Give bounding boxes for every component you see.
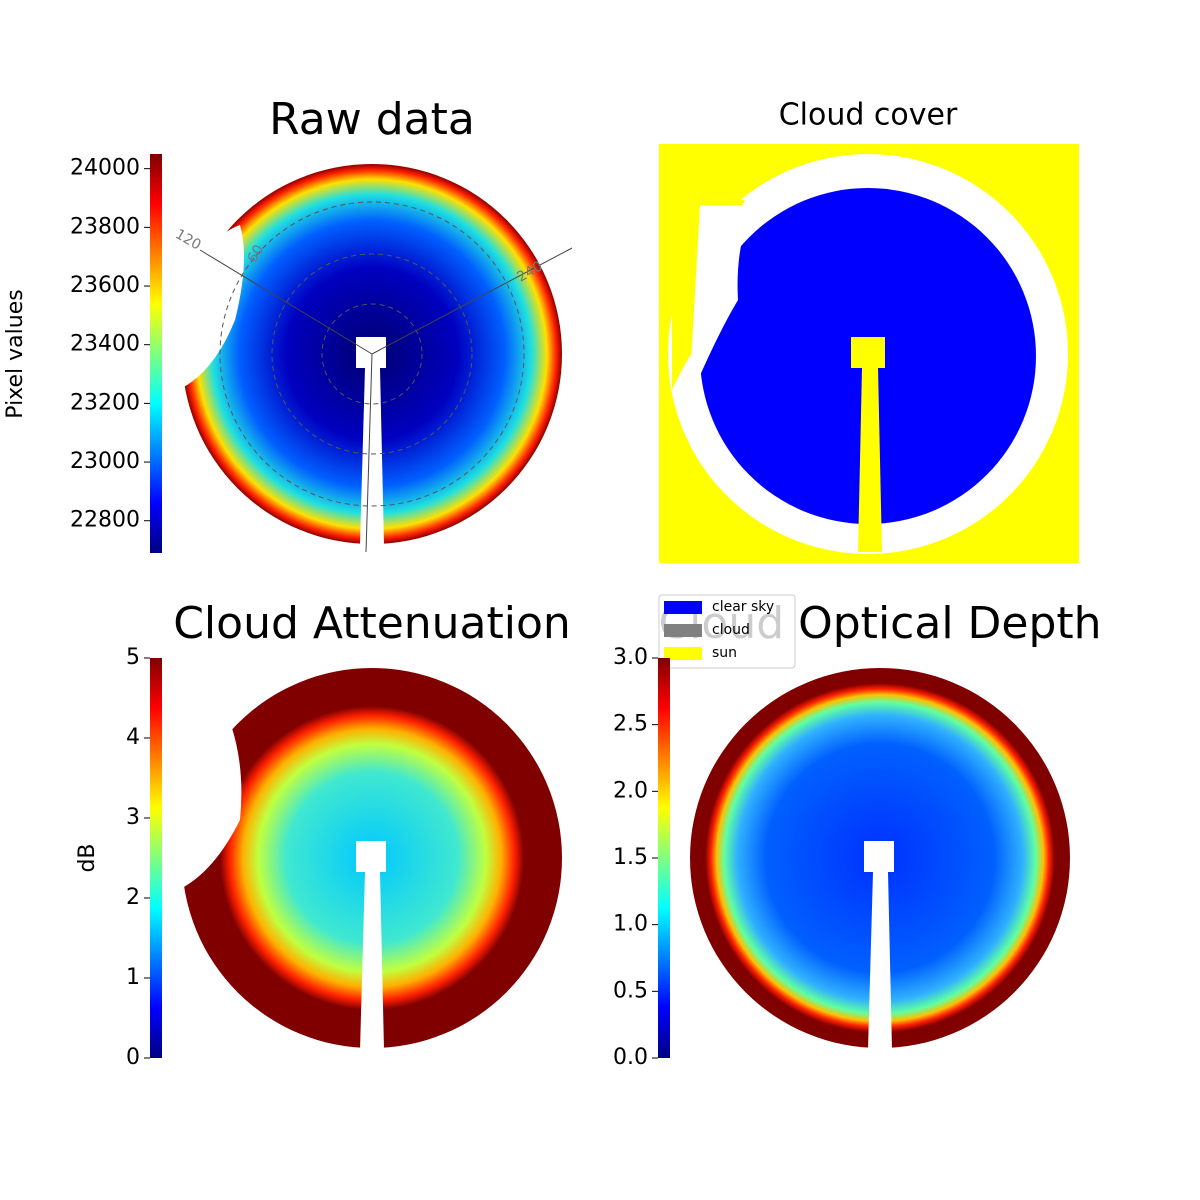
tick-label: 23200 [70,390,140,415]
tick-label: 2.5 [613,712,648,737]
cloud-cover-image [659,144,1079,563]
panel-title: Cloud Attenuation [173,598,571,649]
optical-depth-image [690,668,1070,1050]
legend-swatch [664,601,702,614]
tick-label: 1 [126,965,140,990]
legend-label: clear sky [712,599,774,615]
colorbar-label: dB [75,843,100,872]
colorbar [658,658,670,1058]
tick-label: 3 [126,805,140,830]
legend-label: sun [712,645,737,661]
tick-label: 24000 [70,156,140,181]
raw-image [182,164,573,553]
tick-label: 23800 [70,214,140,239]
colorbar [150,658,162,1058]
tick-label: 0 [126,1045,140,1070]
tick-label: 2 [126,885,140,910]
tick-label: 3.0 [613,645,648,670]
tick-label: 23000 [70,449,140,474]
tick-label: 22800 [70,508,140,533]
tick-label: 1.0 [613,912,648,937]
tick-label: 5 [126,645,140,670]
polar-label: 120 [172,226,203,253]
polar-label: 60 [245,242,268,265]
attenuation-image [182,668,562,1050]
tick-label: 2.0 [613,778,648,803]
tick-label: 1.5 [613,845,648,870]
tick-label: 0.0 [613,1045,648,1070]
panel-title: Raw data [269,94,475,145]
legend-swatch [664,624,702,637]
legend-label: cloud [712,622,750,638]
legend-swatch [664,647,702,660]
panel-title: Cloud cover [779,98,958,133]
tick-label: 23600 [70,273,140,298]
colorbar [150,154,162,553]
tick-label: 0.5 [613,978,648,1003]
tick-label: 4 [126,725,140,750]
colorbar-label: Pixel values [3,289,28,418]
tick-label: 23400 [70,332,140,357]
